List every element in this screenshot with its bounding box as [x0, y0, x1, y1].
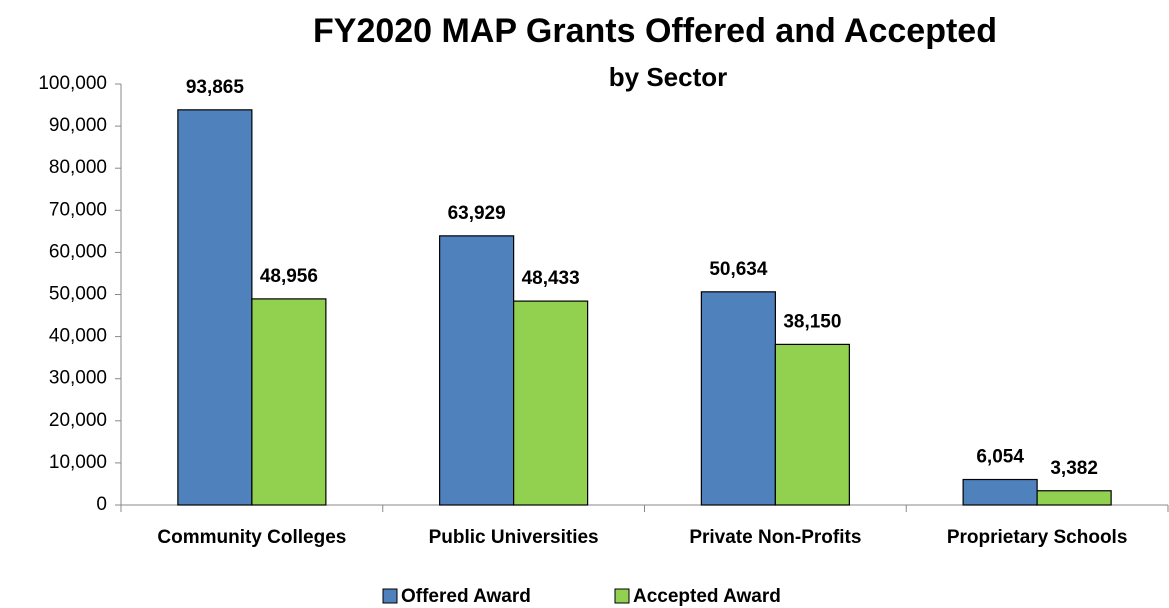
bar	[251, 298, 327, 506]
data-label: 48,433	[522, 268, 580, 289]
chart-subtitle: by Sector	[609, 62, 728, 92]
legend-swatch	[382, 588, 398, 604]
data-label: 63,929	[448, 203, 506, 224]
y-tick-label: 20,000	[49, 410, 107, 431]
y-tick-label: 0	[96, 494, 107, 515]
legend-label: Offered Award	[401, 586, 531, 607]
data-label: 6,054	[976, 447, 1024, 468]
x-tick-label: Public Universities	[429, 527, 599, 548]
bar	[962, 478, 1038, 506]
x-tick-label: Community Colleges	[157, 527, 346, 548]
chart-title: FY2020 MAP Grants Offered and Accepted	[313, 12, 997, 50]
bar	[177, 109, 253, 506]
y-tick-label: 90,000	[49, 115, 107, 136]
x-tick-label: Private Non-Profits	[689, 527, 861, 548]
data-label: 38,150	[783, 311, 841, 332]
data-label: 3,382	[1050, 458, 1098, 479]
y-tick-label: 100,000	[38, 73, 107, 94]
data-label: 48,956	[260, 266, 318, 287]
bar	[774, 343, 850, 506]
bar	[439, 235, 515, 506]
y-tick-label: 60,000	[49, 241, 107, 262]
legend-swatch	[614, 588, 630, 604]
y-tick-label: 10,000	[49, 452, 107, 473]
data-label: 50,634	[709, 259, 768, 280]
y-tick-label: 50,000	[49, 284, 107, 305]
bar	[700, 291, 776, 506]
y-tick-label: 30,000	[49, 368, 107, 389]
y-tick-label: 80,000	[49, 157, 107, 178]
y-tick-label: 40,000	[49, 326, 107, 347]
legend-label: Accepted Award	[633, 586, 781, 607]
bar	[1036, 490, 1112, 506]
data-label: 93,865	[186, 77, 245, 98]
x-tick-label: Proprietary Schools	[947, 527, 1128, 548]
y-tick-label: 70,000	[49, 199, 107, 220]
bar	[513, 300, 589, 506]
